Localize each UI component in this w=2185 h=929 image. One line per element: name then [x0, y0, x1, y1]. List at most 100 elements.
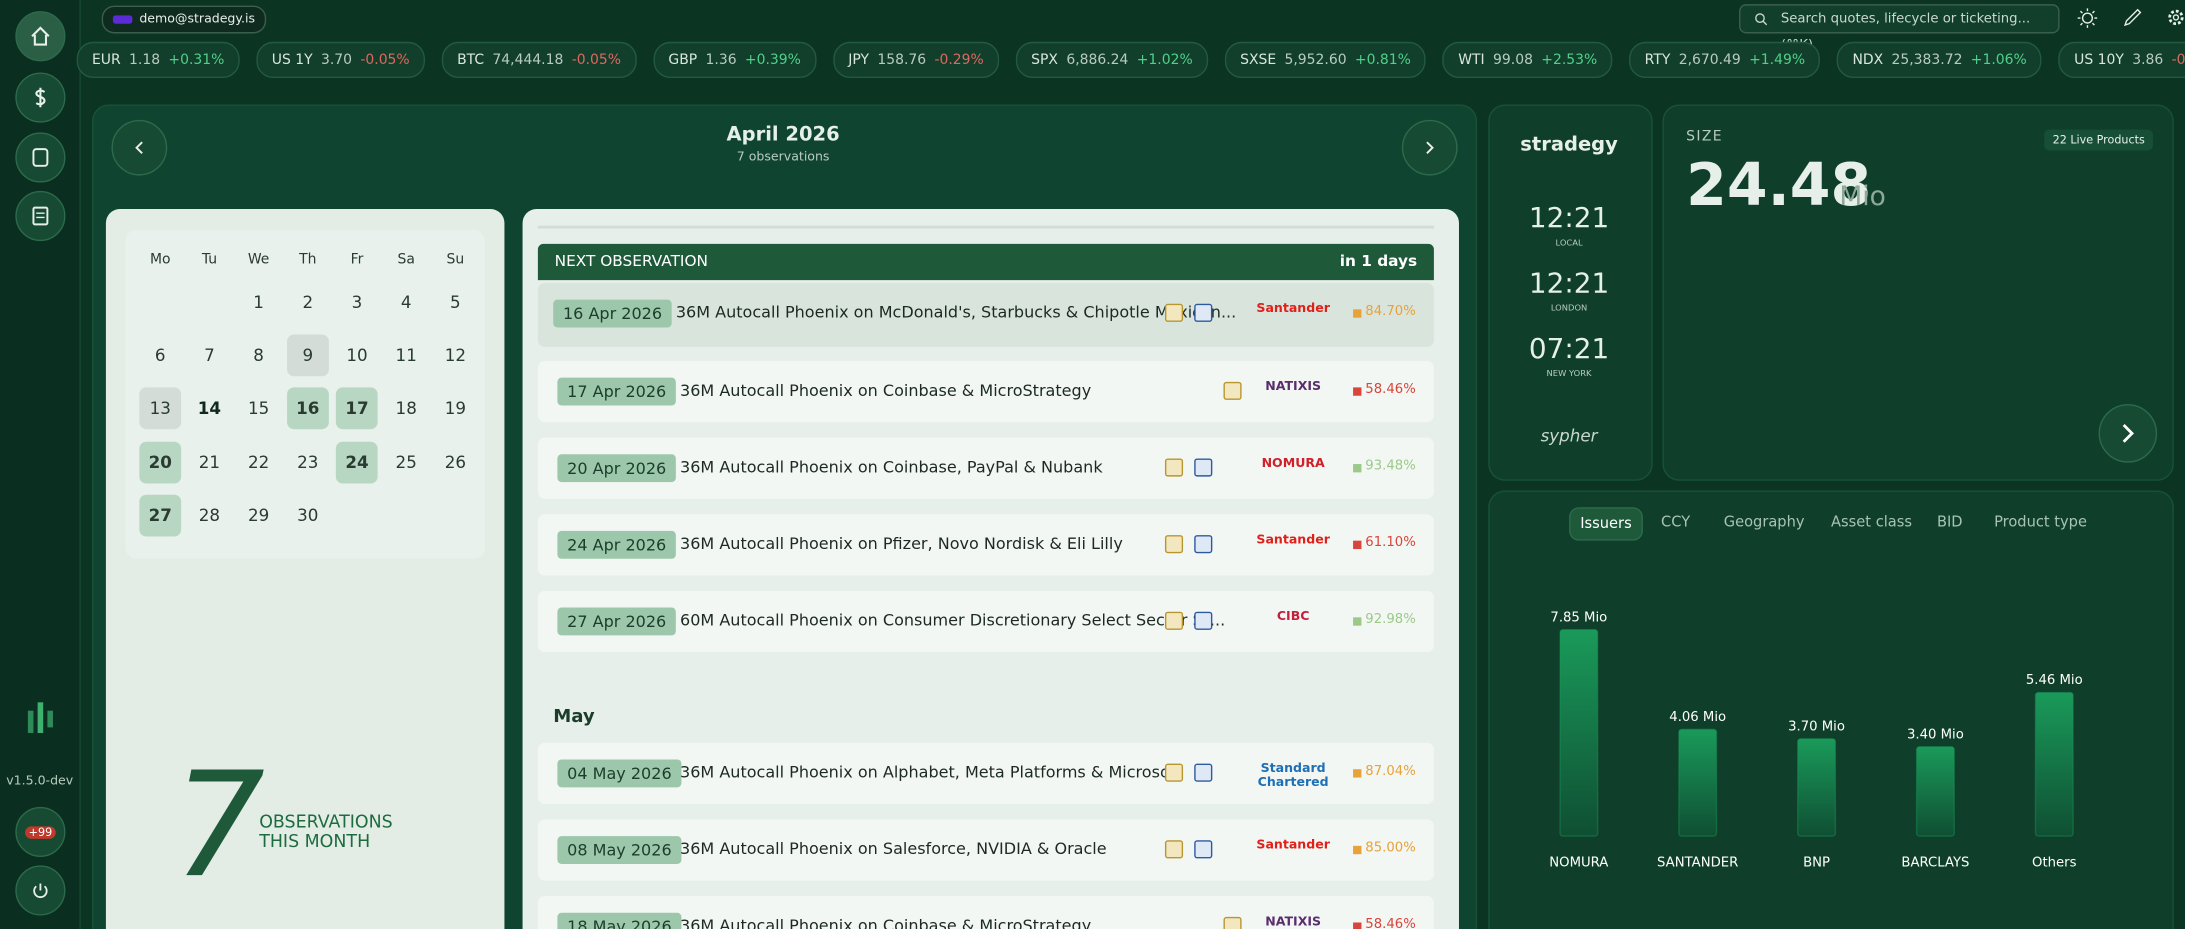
icon-doc[interactable] — [1223, 916, 1242, 929]
weekday: Fr — [350, 251, 364, 267]
calendar-day[interactable]: 21 — [198, 452, 221, 472]
icon-doc[interactable] — [1164, 303, 1184, 322]
ticker-price: 2,670.49 — [1678, 52, 1741, 68]
observation-row[interactable]: 24 Apr 2026 36M Autocall Phoenix on Pfize… — [537, 514, 1434, 576]
count-label-line: OBSERVATIONS — [259, 811, 393, 832]
calendar-day[interactable]: 28 — [198, 505, 221, 526]
calendar-day[interactable]: 10 — [346, 345, 368, 366]
calendar-day[interactable]: 23 — [297, 452, 319, 472]
calendar-day[interactable]: 1 — [253, 292, 264, 313]
icon-doc[interactable] — [1164, 611, 1184, 630]
calendar-day[interactable]: 16 — [286, 387, 329, 430]
icon-chart[interactable] — [1194, 840, 1213, 859]
icon-chart[interactable] — [1194, 763, 1213, 782]
issuer-logo: NOMURA — [1261, 457, 1325, 471]
ticker-item[interactable]: US 10Y 3.86 -0.16% — [2058, 41, 2185, 79]
user-badge[interactable]: demo@stradegy.is — [101, 5, 267, 34]
ticker-item[interactable]: JPY 158.76 -0.29% — [832, 41, 1000, 79]
calendar-day[interactable]: 13 — [139, 387, 182, 430]
calendar-day[interactable]: 27 — [139, 494, 182, 537]
icon-doc[interactable] — [1164, 840, 1184, 859]
calendar-day[interactable]: 20 — [139, 441, 182, 483]
observation-row[interactable]: 08 May 2026 36M Autocall Phoenix on Sales… — [537, 819, 1434, 881]
calendar-day[interactable]: 8 — [253, 345, 264, 366]
chart-tab[interactable]: CCY — [1661, 514, 1691, 531]
bar-value-label: 5.46 Mio — [2026, 673, 2083, 688]
observation-row[interactable]: 18 May 2026 36M Autocall Phoenix on Coinb… — [537, 896, 1434, 929]
home-button[interactable] — [15, 11, 66, 62]
icon-doc[interactable] — [1223, 381, 1242, 400]
calendar-day[interactable]: 19 — [444, 399, 467, 419]
icon-chart[interactable] — [1194, 303, 1213, 322]
notifications-button[interactable]: +99 — [15, 806, 66, 857]
ticker-item[interactable]: NDX 25,383.72 +1.06% — [1837, 41, 2043, 79]
calendar-day[interactable]: 3 — [351, 292, 363, 313]
observation-row[interactable]: 04 May 2026 36M Autocall Phoenix on Alpha… — [537, 742, 1434, 805]
icon-doc[interactable] — [1164, 535, 1184, 554]
observation-level: 61.10% — [1365, 535, 1416, 551]
calendar-day[interactable]: 25 — [395, 452, 417, 472]
live-products-badge: 22 Live Products — [2044, 129, 2154, 151]
x-tick-label: BARCLAYS — [1901, 856, 1969, 871]
icon-doc[interactable] — [1164, 458, 1184, 477]
calendar-day[interactable]: 26 — [444, 452, 467, 472]
calendar-day[interactable]: 30 — [297, 505, 319, 526]
observation-row[interactable]: 20 Apr 2026 36M Autocall Phoenix on Coinb… — [537, 437, 1434, 499]
observation-row[interactable]: 27 Apr 2026 60M Autocall Phoenix on Consu… — [537, 590, 1434, 653]
next-month[interactable] — [1401, 119, 1458, 176]
chart-tab[interactable]: BID — [1936, 514, 1963, 531]
reports-button[interactable] — [15, 190, 66, 242]
bar-value-label: 7.85 Mio — [1550, 610, 1607, 625]
chart-tab[interactable]: Product type — [1994, 514, 2087, 531]
calendar-day[interactable]: 11 — [395, 345, 417, 366]
calendar-day[interactable]: 5 — [450, 292, 461, 313]
ticker-item[interactable]: SPX 6,886.24 +1.02% — [1015, 41, 1209, 79]
edit-button[interactable] — [2122, 7, 2143, 28]
calendar-day[interactable]: 24 — [336, 441, 378, 483]
ticker-item[interactable]: GBP 1.36 +0.39% — [653, 41, 817, 79]
settings-button[interactable] — [2165, 7, 2185, 28]
size-next[interactable] — [2098, 404, 2158, 463]
prev-month[interactable] — [111, 119, 168, 176]
search-box[interactable]: Search quotes, lifecycle or ticketing...… — [1739, 4, 2060, 53]
observation-row[interactable]: 17 Apr 2026 36M Autocall Phoenix on Coinb… — [537, 360, 1434, 423]
ticker-item[interactable]: EUR 1.18 +0.31% — [76, 41, 240, 79]
calendar-day[interactable]: 12 — [444, 345, 467, 366]
ticker-item[interactable]: US 1Y 3.70 -0.05% — [256, 41, 426, 79]
icon-chart[interactable] — [1194, 535, 1213, 554]
ticker-item[interactable]: BTC 74,444.18 -0.05% — [441, 41, 637, 79]
calendar-day[interactable]: 17 — [336, 387, 378, 430]
ticker-item[interactable]: RTY 2,670.49 +1.49% — [1629, 41, 1821, 79]
theme-toggle[interactable] — [2076, 7, 2098, 29]
ticker-item[interactable]: WTI 99.08 +2.53% — [1442, 41, 1613, 79]
icon-chart[interactable] — [1194, 458, 1213, 477]
issuer-logo: NATIXIS — [1265, 380, 1322, 395]
calendar-day[interactable]: 6 — [154, 345, 166, 366]
observation-row[interactable]: 16 Apr 2026 36M Autocall Phoenix on McDon… — [537, 282, 1434, 347]
bar — [2034, 691, 2074, 837]
ticker-symbol: SPX — [1031, 52, 1058, 68]
calendar-day[interactable]: 4 — [400, 292, 412, 313]
pricing-button[interactable] — [15, 72, 66, 123]
chart-tab[interactable]: Geography — [1723, 514, 1805, 531]
ticker-item[interactable]: SXSE 5,952.60 +0.81% — [1224, 41, 1427, 79]
icon-doc[interactable] — [1164, 763, 1184, 782]
status-indicator — [1353, 617, 1362, 626]
issuer-logo: CIBC — [1276, 610, 1310, 625]
calendar-day[interactable]: 22 — [247, 452, 270, 472]
clock-time: 12:21 — [1528, 266, 1610, 300]
notification-count: +99 — [24, 825, 57, 839]
chart-tab[interactable]: Issuers — [1569, 507, 1643, 541]
chart-tab[interactable]: Asset class — [1831, 514, 1913, 531]
calendar-day[interactable]: 18 — [395, 399, 417, 419]
calendar-day[interactable]: 2 — [302, 292, 314, 313]
calendar-day[interactable]: 9 — [286, 334, 329, 377]
icon-chart[interactable] — [1194, 611, 1213, 630]
calendar-day[interactable]: 15 — [247, 399, 270, 419]
calendar-day[interactable]: 29 — [247, 505, 270, 526]
observation-date: 24 Apr 2026 — [557, 530, 676, 559]
calendar-day[interactable]: 14 — [197, 399, 222, 419]
calendar-day[interactable]: 7 — [204, 345, 215, 366]
logout-button[interactable] — [15, 865, 66, 916]
products-button[interactable] — [15, 132, 66, 183]
